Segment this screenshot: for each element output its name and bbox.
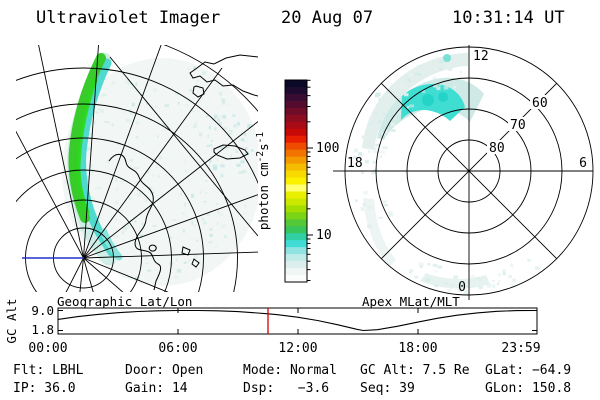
right-panel-caption: Apex MLat/MLT <box>362 294 460 309</box>
xtick-1200: 12:00 <box>278 341 317 356</box>
colorbar-ticks <box>307 79 313 281</box>
mlt-label-18: 18 <box>347 156 363 171</box>
apex-polar-panel: 80 70 60 12 18 6 0 Apex MLat/MLT <box>333 45 594 309</box>
mlt-label-0: 0 <box>458 280 466 295</box>
geographic-map-panel: Geographic Lat/Lon <box>16 45 258 309</box>
ytick-9: 9.0 <box>31 303 54 318</box>
status-flt: Flt: LBHL <box>13 363 84 378</box>
xtick-2359: 23:59 <box>501 341 540 356</box>
ytick-1p8: 1.8 <box>31 322 54 337</box>
aurora-faint-band <box>362 53 468 150</box>
status-glat: GLat: −64.9 <box>485 363 572 378</box>
geographic-grid <box>16 45 258 292</box>
xtick-0000: 00:00 <box>28 341 67 356</box>
mlt-label-6: 6 <box>579 156 587 171</box>
polar-lat-labels: 80 70 60 <box>487 95 550 156</box>
date-label: 20 Aug 07 <box>281 8 374 28</box>
aurora-halo <box>377 77 484 140</box>
lat-label-60: 60 <box>532 96 548 111</box>
status-gain: Gain: 14 <box>125 381 188 396</box>
status-mode: Mode: Normal <box>243 363 337 378</box>
lat-label-70: 70 <box>510 118 526 133</box>
instrument-title: Ultraviolet Imager <box>36 8 221 28</box>
colorbar-tick-label-100: 100 <box>316 141 339 156</box>
gc-alt-curve <box>57 309 537 332</box>
colorbar-units-label: photon cm-2s-1 <box>255 132 271 230</box>
polar-mlt-labels: 12 18 6 0 <box>347 49 587 295</box>
xtick-0600: 06:00 <box>158 341 197 356</box>
time-label: 10:31:14 UT <box>452 8 565 28</box>
aurora-spot <box>443 54 451 62</box>
colorbar: 100 10 photon cm-2s-1 <box>255 79 339 283</box>
aurora-spot <box>438 92 448 102</box>
aurora-spot <box>422 94 434 106</box>
mlt-label-12: 12 <box>473 49 489 64</box>
lat-label-80: 80 <box>489 141 505 156</box>
aurora-faint-left <box>363 198 396 267</box>
status-ip: IP: 36.0 <box>13 381 76 396</box>
coastlines <box>108 54 258 291</box>
colorbar-bands <box>285 80 307 283</box>
polar-grid <box>333 45 594 300</box>
status-glon: GLon: 150.8 <box>485 381 572 396</box>
status-gcalt: GC Alt: 7.5 Re <box>360 363 470 378</box>
status-seq: Seq: 39 <box>360 381 415 396</box>
status-dsp: Dsp: −3.6 <box>243 381 330 396</box>
gc-alt-timeline: 9.0 1.8 GC Alt 00:00 06:00 12:00 18:00 2… <box>4 298 541 356</box>
aurora-faint-bottom <box>420 273 490 289</box>
meridian-curve <box>109 56 258 237</box>
left-panel-caption: Geographic Lat/Lon <box>57 294 192 309</box>
timeline-ylabel: GC Alt <box>4 298 19 343</box>
timeline-ticks <box>58 308 537 334</box>
xtick-1800: 18:00 <box>398 341 437 356</box>
polar-speckles <box>351 56 540 295</box>
status-door: Door: Open <box>125 363 204 378</box>
colorbar-tick-label-10: 10 <box>316 228 332 243</box>
